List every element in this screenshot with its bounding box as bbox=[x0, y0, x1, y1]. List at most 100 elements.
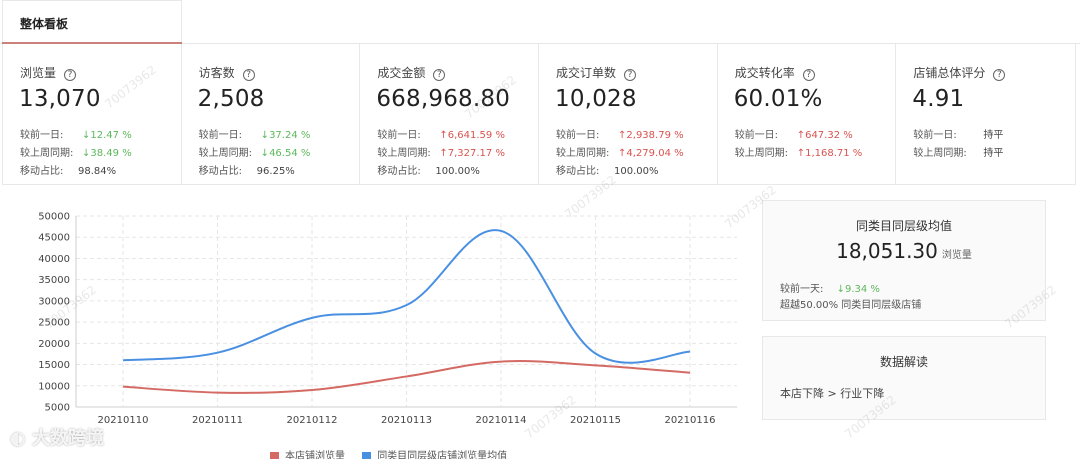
compare-label: 较前一日: bbox=[556, 130, 600, 141]
metric-label-text: 浏览量 bbox=[20, 66, 57, 80]
y-tick-label: 15000 bbox=[38, 360, 70, 371]
peer-compare-value: 9.34 % bbox=[844, 284, 880, 295]
down-arrow-icon: ↓ bbox=[260, 148, 270, 159]
compare-value: 4,279.04 % bbox=[626, 148, 684, 159]
interpretation-title: 数据解读 bbox=[879, 355, 928, 369]
metric-label-text: 成交金额 bbox=[377, 66, 426, 80]
peer-average-compare: 较前一天: ↓9.34 % bbox=[780, 280, 880, 295]
x-tick-label: 20210115 bbox=[570, 415, 621, 426]
y-tick-label: 50000 bbox=[38, 212, 70, 223]
metric-label: 访客数? bbox=[199, 64, 255, 81]
down-arrow-icon: ↓ bbox=[260, 130, 270, 141]
interpretation-text: 本店下降 > 行业下降 bbox=[780, 387, 885, 400]
legend-item-peer[interactable]: 同类目同层级店铺浏览量均值 bbox=[362, 451, 507, 459]
metric-label: 成交订单数? bbox=[556, 64, 637, 81]
help-icon[interactable]: ? bbox=[624, 69, 637, 81]
chart-legend: 本店铺浏览量 同类目同层级店铺浏览量均值 bbox=[270, 447, 521, 459]
down-arrow-icon: ↓ bbox=[836, 284, 845, 295]
metric-compare-row: 较上周同期: 持平 bbox=[913, 144, 1003, 159]
up-arrow-icon: ↑ bbox=[439, 130, 448, 141]
x-tick-label: 20210111 bbox=[192, 415, 243, 426]
peer-average-value: 18,051.30 bbox=[836, 239, 938, 263]
metric-card: 成交订单数? 10,028 较前一日: ↑2,938.79 % 较上周同期: ↑4,279… bbox=[539, 44, 718, 184]
y-tick-label: 35000 bbox=[38, 275, 70, 286]
compare-value: 7,327.17 % bbox=[447, 148, 505, 159]
compare-label: 较上周同期: bbox=[734, 148, 789, 159]
metric-compare-row: 较上周同期: ↑1,168.71 % bbox=[735, 144, 863, 159]
y-tick-label: 10000 bbox=[38, 381, 70, 392]
metric-compare-row: 较上周同期: ↓38.49 % bbox=[20, 144, 132, 159]
metric-compare-row: 移动占比: 98.84% bbox=[20, 162, 116, 177]
help-icon[interactable]: ? bbox=[802, 69, 815, 81]
brand-logo: ◐ 大数跨境 bbox=[10, 424, 104, 450]
data-interpretation-panel: 数据解读 本店下降 > 行业下降 bbox=[762, 336, 1046, 420]
metric-label-text: 成交订单数 bbox=[556, 66, 617, 80]
compare-value: 38.49 % bbox=[90, 148, 132, 159]
metric-compare-row: 较前一日: ↑647.32 % bbox=[735, 126, 853, 141]
metric-compare-row: 较前一日: 持平 bbox=[913, 126, 1003, 141]
y-tick-label: 30000 bbox=[38, 296, 70, 307]
compare-label: 移动占比: bbox=[198, 166, 243, 177]
metric-card: 成交转化率? 60.01% 较前一日: ↑647.32 % 较上周同期: ↑1,168.7… bbox=[718, 44, 897, 184]
metric-label: 成交金额? bbox=[377, 64, 446, 81]
y-tick-label: 25000 bbox=[38, 318, 70, 329]
peer-average-panel: 同类目同层级均值 18,051.30 浏览量 较前一天: ↓9.34 % 超越50… bbox=[762, 200, 1046, 321]
up-arrow-icon: ↑ bbox=[796, 148, 806, 159]
series-line-shop bbox=[122, 360, 691, 394]
up-arrow-icon: ↑ bbox=[618, 148, 627, 159]
metric-label: 成交转化率? bbox=[735, 64, 815, 81]
metric-card: 浏览量? 13,070 较前一日: ↓12.47 % 较上周同期: ↓38.49 % 移动占… bbox=[3, 44, 182, 184]
compare-label: 较上周同期: bbox=[377, 148, 431, 159]
down-arrow-icon: ↓ bbox=[82, 148, 91, 159]
help-icon[interactable]: ? bbox=[993, 69, 1006, 81]
metric-value: 10,028 bbox=[555, 86, 637, 112]
traffic-line-chart: 5000 10000 15000 20000 25000 30000 35000 40000 4… bbox=[0, 196, 745, 459]
compare-value: 持平 bbox=[983, 148, 1004, 159]
metric-label-text: 店铺总体评分 bbox=[913, 66, 986, 80]
compare-label: 较前一日: bbox=[734, 130, 779, 141]
metric-compare-row: 较前一日: ↑2,938.79 % bbox=[556, 126, 684, 141]
compare-value: 98.84% bbox=[78, 166, 117, 177]
compare-label: 较前一日: bbox=[20, 130, 64, 141]
legend-swatch-peer bbox=[362, 452, 372, 459]
help-icon[interactable]: ? bbox=[242, 69, 255, 81]
compare-value: 46.54 % bbox=[269, 148, 311, 159]
metric-compare-row: 移动占比: 100.00% bbox=[377, 162, 480, 177]
x-tick-label: 20210113 bbox=[381, 415, 432, 426]
legend-swatch-shop bbox=[270, 452, 279, 459]
peer-average-title: 同类目同层级均值 bbox=[855, 219, 952, 233]
metric-label: 店铺总体评分? bbox=[913, 64, 1006, 81]
logo-text: 大数跨境 bbox=[32, 428, 104, 449]
compare-label: 较前一日: bbox=[198, 130, 243, 141]
logo-icon: ◐ bbox=[10, 428, 26, 449]
up-arrow-icon: ↑ bbox=[618, 130, 627, 141]
compare-label: 较前一日: bbox=[913, 130, 957, 141]
legend-label-shop: 本店铺浏览量 bbox=[285, 451, 345, 459]
compare-label: 较上周同期: bbox=[20, 148, 74, 159]
compare-value: 647.32 % bbox=[805, 130, 853, 141]
metric-compare-row: 较上周同期: ↑4,279.04 % bbox=[556, 144, 684, 159]
help-icon[interactable]: ? bbox=[433, 69, 446, 81]
metric-card: 成交金额? 668,968.80 较前一日: ↑6,641.59 % 较上周同期: ↑ 7,… bbox=[360, 44, 540, 184]
compare-value: 100.00% bbox=[614, 166, 659, 177]
metric-value: 60.01% bbox=[733, 86, 823, 112]
peer-compare-label: 较前一天: bbox=[780, 284, 824, 295]
y-tick-label: 5000 bbox=[45, 403, 70, 414]
compare-label: 较上周同期: bbox=[913, 148, 967, 159]
compare-value: 持平 bbox=[983, 130, 1004, 141]
help-icon[interactable]: ? bbox=[64, 69, 77, 81]
compare-label: 较前一日: bbox=[377, 130, 421, 141]
metric-value: 2,508 bbox=[197, 86, 265, 112]
metric-compare-row: 较上周同期: ↓46.54 % bbox=[199, 144, 311, 159]
metric-compare-row: 较前一日: ↑6,641.59 % bbox=[377, 126, 505, 141]
tab-overview[interactable]: 整体看板 bbox=[2, 0, 182, 44]
metric-compare-row: 较前一日: ↓12.47 % bbox=[20, 126, 132, 141]
metric-label-text: 访客数 bbox=[198, 66, 235, 80]
legend-label-peer: 同类目同层级店铺浏览量均值 bbox=[377, 451, 508, 459]
x-tick-label: 20210110 bbox=[98, 415, 149, 426]
compare-value: 6,641.59 % bbox=[447, 130, 505, 141]
metric-compare-row: 较前一日: ↓37.24 % bbox=[199, 126, 311, 141]
x-tick-label: 20210116 bbox=[665, 415, 716, 426]
metric-value: 668,968.80 bbox=[376, 86, 511, 112]
legend-item-shop[interactable]: 本店铺浏览量 bbox=[270, 451, 345, 459]
